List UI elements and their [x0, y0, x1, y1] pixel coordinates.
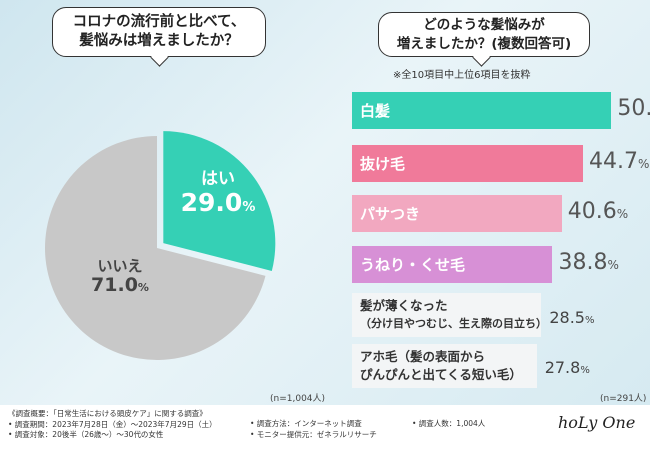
- pie-chart: [45, 131, 276, 360]
- value-unit: %: [584, 315, 595, 326]
- footer-col-1: 《調査概要：「日常生活における頭皮ケア」に関する調査》 • 調査期間：2023年…: [8, 409, 217, 441]
- pie-slice-no: [45, 136, 266, 360]
- question-left-bubble: コロナの流行前と比べて、 髪悩みは増えましたか？: [52, 7, 266, 57]
- question-right-line1: どのような髪悩みが: [423, 17, 545, 33]
- bar-value-gray-hair: 50.2%: [617, 96, 650, 121]
- pie-no-number: 71.0: [91, 273, 138, 296]
- footer-line: 《調査概要：「日常生活における頭皮ケア」に関する調査》: [8, 409, 207, 418]
- bar-label: 白髪: [360, 102, 391, 120]
- footer-line: • 調査方法：インターネット調査: [250, 419, 362, 428]
- value-unit: %: [637, 157, 650, 171]
- question-left-line1: コロナの流行前と比べて、: [72, 14, 246, 30]
- value-number: 44.7: [588, 149, 638, 174]
- bar-value-frizz: 38.8%: [558, 250, 618, 275]
- pie-no-value: 71.0%: [80, 273, 160, 296]
- footer-line: • 調査対象：20後半（26歳～）～30代の女性: [8, 430, 164, 439]
- bar-thinning: [352, 293, 542, 337]
- pie-slice-yes: [163, 131, 276, 271]
- bar-value-flyaways: 27.8%: [545, 358, 590, 377]
- pie-label-no: いいえ 71.0%: [80, 258, 160, 295]
- footer-line: • 調査人数：1,004人: [412, 419, 486, 428]
- bar-label-thinning: 髪が薄くなった （分け目やつむじ、生え際の目立ち）: [360, 297, 547, 333]
- bar-flyaways: [352, 344, 537, 388]
- value-number: 28.5: [549, 308, 585, 327]
- brand-logo: hoLy One: [558, 413, 636, 432]
- pie-yes-value: 29.0%: [178, 187, 258, 217]
- label-line2: ぴんぴんと出てくる短い毛）: [360, 367, 522, 382]
- footer-line: • 調査期間：2023年7月28日（金）～2023年7月29日（土）: [8, 419, 217, 429]
- bar-hair-loss: 抜け毛: [352, 145, 583, 182]
- bar-label: うねり・くせ毛: [360, 256, 466, 274]
- label-line1: アホ毛（髪の表面から: [360, 349, 486, 364]
- footer-col-2: • 調査方法：インターネット調査 • モニター提供元：ゼネラルリサーチ: [250, 419, 377, 440]
- value-number: 40.6: [567, 199, 617, 224]
- pie-yes-unit: %: [242, 199, 256, 215]
- value-number: 50.2: [617, 96, 650, 121]
- label-line2: （分け目やつむじ、生え際の目立ち）: [360, 317, 547, 330]
- bar-value-dryness: 40.6%: [568, 199, 628, 224]
- footnote-top5: ※全10項目中上位6項目を抜粋: [393, 70, 531, 81]
- pie-no-text: いいえ: [97, 257, 143, 275]
- bar-value-hair-loss: 44.7%: [589, 149, 649, 174]
- value-unit: %: [607, 258, 619, 272]
- bar-label: パサつき: [360, 205, 421, 223]
- value-unit: %: [616, 207, 629, 221]
- footer: 《調査概要：「日常生活における頭皮ケア」に関する調査》 • 調査期間：2023年…: [0, 405, 650, 450]
- bar-dryness: パサつき: [352, 195, 562, 232]
- footer-col-3: • 調査人数：1,004人: [412, 419, 485, 430]
- label-line1: 髪が薄くなった: [360, 298, 448, 313]
- pie-no-unit: %: [137, 280, 149, 294]
- bar-label: 抜け毛: [360, 155, 406, 173]
- question-left-line2: 髪悩みは増えましたか？: [79, 33, 239, 49]
- bar-label-flyaways: アホ毛（髪の表面から ぴんぴんと出てくる短い毛）: [360, 348, 522, 384]
- value-unit: %: [580, 365, 590, 376]
- bar-value-thinning: 28.5%: [549, 308, 594, 327]
- bar-frizz: うねり・くせ毛: [352, 246, 553, 283]
- value-number: 27.8: [544, 358, 581, 377]
- pie-yes-number: 29.0: [180, 187, 243, 217]
- sample-size-left: (n=1,004人): [270, 394, 326, 404]
- question-right-line2: 増えましたか？(複数回答可): [396, 36, 572, 52]
- bar-gray-hair: 白髪: [352, 92, 612, 129]
- value-number: 38.8: [558, 250, 608, 275]
- pie-yes-text: はい: [201, 169, 235, 189]
- footer-line: • モニター提供元：ゼネラルリサーチ: [250, 429, 377, 439]
- question-right-bubble: どのような髪悩みが 増えましたか？(複数回答可): [378, 12, 590, 57]
- pie-label-yes: はい 29.0%: [178, 170, 258, 216]
- sample-size-right: (n=291人): [600, 394, 647, 404]
